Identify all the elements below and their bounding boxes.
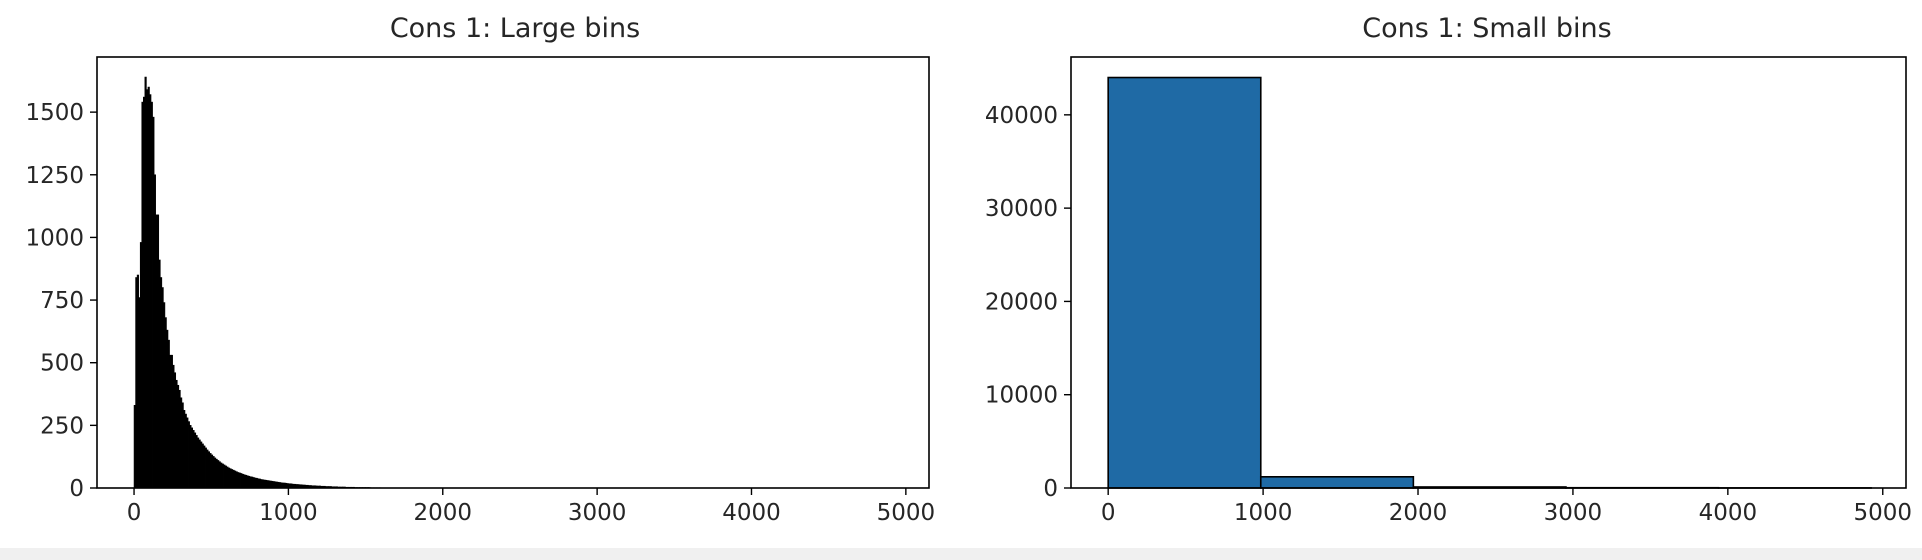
x-tick-label: 3000 <box>568 500 627 526</box>
axis-ticks-small-bins: 0 1000 2000 3000 4000 5000 0 10000 20000 30000 400… <box>985 103 1912 526</box>
y-tick-label: 1000 <box>25 225 84 251</box>
histogram-bar <box>1259 476 1415 489</box>
y-tick-label: 750 <box>40 288 84 314</box>
y-tick-label: 0 <box>69 476 84 502</box>
histogram-bar <box>1107 76 1262 489</box>
y-tick-label: 30000 <box>985 196 1058 222</box>
x-tick-label: 3000 <box>1544 500 1603 526</box>
x-tick-label: 5000 <box>1853 500 1912 526</box>
subplot-large-bins: Cons 1: Large bins 0 1000 2000 3000 4000 5000… <box>25 13 935 526</box>
x-tick-label: 2000 <box>1389 500 1448 526</box>
footer-strip <box>0 548 1922 560</box>
y-tick-label: 250 <box>40 413 84 439</box>
subplot-small-bins: Cons 1: Small bins 0 1000 2000 3000 4000 5000… <box>985 13 1912 526</box>
x-tick-label: 4000 <box>1699 500 1758 526</box>
axis-ticks-large-bins: 0 1000 2000 3000 4000 5000 0 250 500 750 1000 1250 1… <box>25 100 935 526</box>
y-tick-label: 10000 <box>985 383 1058 409</box>
x-tick-label: 1000 <box>1234 500 1293 526</box>
y-tick-label: 1250 <box>25 163 84 189</box>
y-tick-label: 1500 <box>25 100 84 126</box>
plot-frame-small-bins <box>1070 56 1907 489</box>
x-tick-label: 1000 <box>259 500 318 526</box>
y-tick-label: 40000 <box>985 103 1058 129</box>
x-tick-label: 0 <box>127 500 142 526</box>
y-tick-label: 500 <box>40 351 84 377</box>
chart-title-small-bins: Cons 1: Small bins <box>1362 13 1611 44</box>
y-tick-label: 0 <box>1043 476 1058 502</box>
y-tick-label: 20000 <box>985 289 1058 315</box>
x-tick-label: 2000 <box>413 500 472 526</box>
x-tick-label: 5000 <box>877 500 936 526</box>
x-tick-label: 4000 <box>722 500 781 526</box>
bars-small-bins <box>1107 76 1872 489</box>
bars-large-bins <box>133 76 382 489</box>
x-tick-label: 0 <box>1101 500 1116 526</box>
plot-frame-large-bins <box>96 56 930 489</box>
chart-title-large-bins: Cons 1: Large bins <box>390 13 640 44</box>
